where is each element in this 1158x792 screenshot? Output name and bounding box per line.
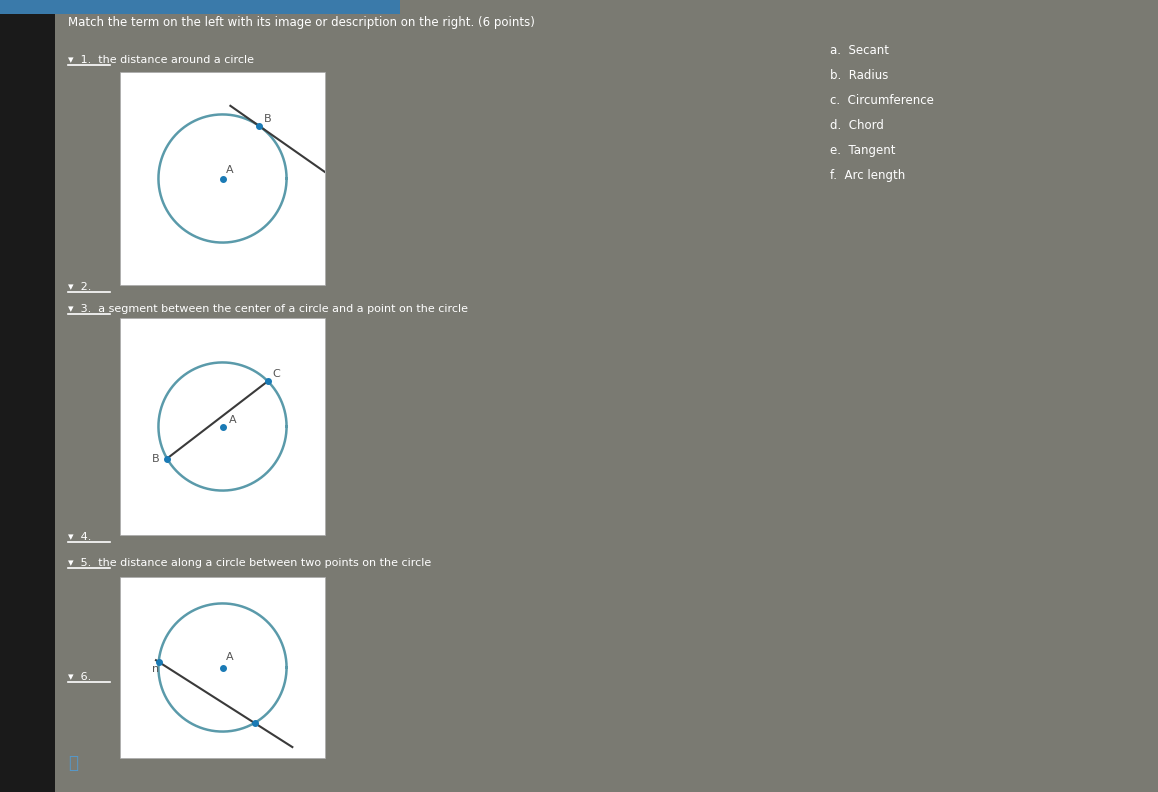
Text: ▾  4.: ▾ 4. xyxy=(68,532,91,542)
Bar xyxy=(120,577,325,758)
Text: e.  Tangent: e. Tangent xyxy=(830,144,895,157)
Text: ⓘ: ⓘ xyxy=(68,754,78,772)
Text: ▾  2.: ▾ 2. xyxy=(68,282,91,292)
Text: B: B xyxy=(264,113,271,124)
Text: ▾  1.  the distance around a circle: ▾ 1. the distance around a circle xyxy=(68,55,254,65)
Bar xyxy=(0,0,54,792)
Text: ▾  5.  the distance along a circle between two points on the circle: ▾ 5. the distance along a circle between… xyxy=(68,558,431,568)
Text: A: A xyxy=(229,415,236,425)
Text: B: B xyxy=(152,454,160,463)
Text: f.  Arc length: f. Arc length xyxy=(830,169,906,182)
Text: A: A xyxy=(226,652,233,662)
Text: b.  Radius: b. Radius xyxy=(830,69,888,82)
Text: A: A xyxy=(226,166,233,175)
Bar xyxy=(120,318,325,535)
Text: ▾  3.  a segment between the center of a circle and a point on the circle: ▾ 3. a segment between the center of a c… xyxy=(68,304,468,314)
Bar xyxy=(0,0,400,14)
Bar xyxy=(120,72,325,285)
Text: n: n xyxy=(152,664,159,673)
Text: C: C xyxy=(272,369,280,379)
Text: d.  Chord: d. Chord xyxy=(830,119,884,132)
Text: a.  Secant: a. Secant xyxy=(830,44,889,57)
Text: c.  Circumference: c. Circumference xyxy=(830,94,933,107)
Text: Match the term on the left with its image or description on the right. (6 points: Match the term on the left with its imag… xyxy=(68,16,535,29)
Text: ▾  6.: ▾ 6. xyxy=(68,672,91,682)
